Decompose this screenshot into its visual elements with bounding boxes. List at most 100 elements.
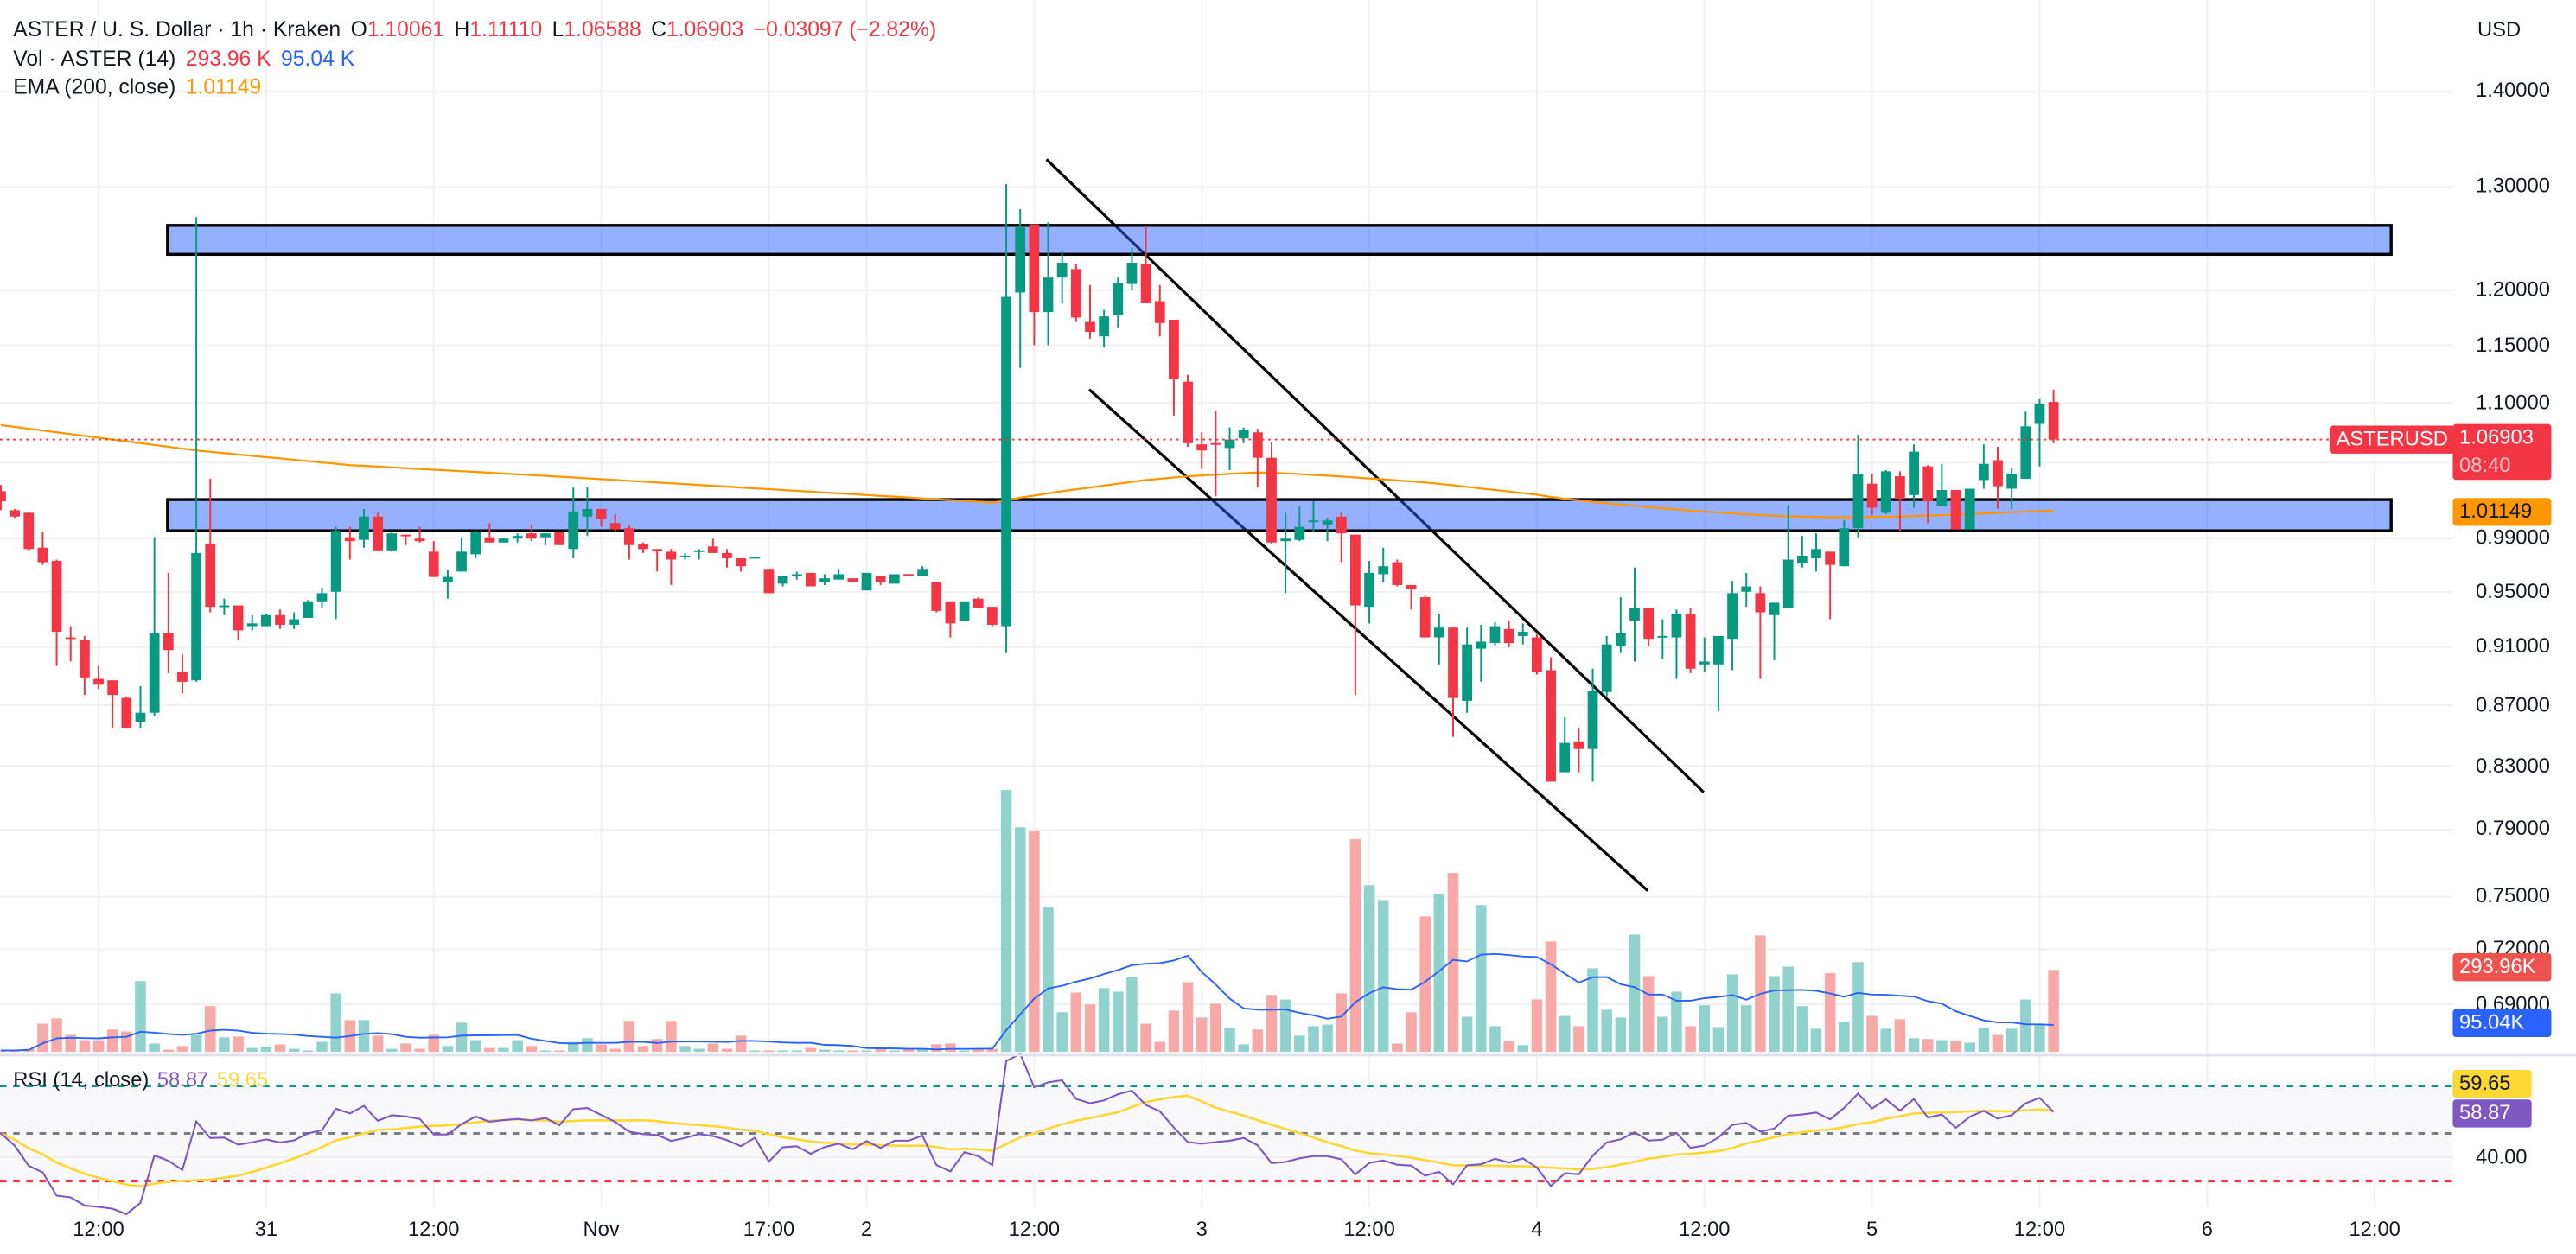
candle xyxy=(889,574,900,584)
candle xyxy=(1713,635,1724,711)
volume-bar xyxy=(553,1050,565,1053)
volume-bar xyxy=(1098,988,1110,1053)
candle xyxy=(1796,536,1808,568)
support-zone[interactable] xyxy=(166,498,2393,532)
candle xyxy=(149,537,160,716)
candle-body xyxy=(177,672,188,682)
volume-bar xyxy=(1196,1017,1208,1053)
candle-body xyxy=(37,547,48,563)
rsi-ma-tag: 59.65 xyxy=(2452,1070,2532,1098)
bar-countdown: 08:40 xyxy=(2459,453,2511,477)
volume-bar xyxy=(568,1041,579,1053)
candle-body xyxy=(736,557,747,567)
candle xyxy=(1839,520,1850,567)
symbol-title[interactable]: ASTER / U. S. Dollar · 1h · Kraken xyxy=(13,16,341,41)
candle xyxy=(540,533,551,545)
support-resistance-zones[interactable] xyxy=(166,224,2393,532)
trend-lines[interactable] xyxy=(1045,158,1705,892)
volume-bar xyxy=(902,1048,915,1053)
candle-body xyxy=(777,576,788,584)
high-label: H xyxy=(454,16,470,41)
volume-bar xyxy=(721,1048,733,1053)
candle xyxy=(1922,465,1934,524)
volume-bar xyxy=(386,1048,398,1053)
candle-body xyxy=(526,533,537,539)
candle xyxy=(1950,489,1961,530)
candle-body xyxy=(679,555,691,557)
candle-body xyxy=(456,551,467,572)
candle-body xyxy=(289,619,300,625)
trend-line-lower[interactable] xyxy=(1087,388,1649,892)
candle xyxy=(37,532,48,565)
candle-body xyxy=(1294,526,1305,540)
candle xyxy=(609,513,621,532)
candle-body xyxy=(1322,520,1333,525)
candle-body xyxy=(93,678,104,685)
candle-body xyxy=(498,538,509,543)
candle xyxy=(987,607,998,627)
volume-bar xyxy=(1154,1041,1166,1053)
candle-body xyxy=(1880,471,1891,513)
candle xyxy=(51,559,62,666)
candle-body xyxy=(23,512,35,550)
candle xyxy=(1993,446,2003,509)
currency-label[interactable]: USD xyxy=(2477,17,2522,41)
candle xyxy=(79,635,90,696)
candle xyxy=(1671,609,1682,679)
ema-indicator-label[interactable]: EMA (200, close) xyxy=(13,73,176,99)
resistance-zone[interactable] xyxy=(166,224,2393,257)
candle xyxy=(1546,657,1556,782)
close-label: C xyxy=(651,16,666,41)
candle xyxy=(1294,506,1305,542)
volume-bar xyxy=(1866,1015,1878,1053)
candle-body xyxy=(1196,444,1208,451)
volume-bar xyxy=(889,1050,901,1053)
volume-bar xyxy=(260,1047,272,1053)
symbol-price-tag: ASTERUSD xyxy=(2329,425,2455,454)
candle-body xyxy=(1811,549,1821,558)
volume-bar xyxy=(1070,992,1082,1053)
candle xyxy=(373,512,384,551)
candle xyxy=(526,525,537,542)
candle xyxy=(861,572,872,591)
volume-bar xyxy=(1712,1027,1725,1053)
volume-bar xyxy=(1615,1017,1627,1053)
candle xyxy=(498,538,509,543)
volume-bar xyxy=(945,1043,956,1053)
volume-bar xyxy=(1014,827,1026,1053)
candle xyxy=(806,572,816,587)
candle-body xyxy=(470,532,481,555)
volume-indicator-label[interactable]: Vol · ASTER (14) xyxy=(13,45,176,70)
candle-body xyxy=(1308,520,1319,523)
candle xyxy=(233,605,244,640)
volume-bar xyxy=(1433,894,1445,1053)
candle xyxy=(722,549,732,568)
time-axis-label: 17:00 xyxy=(743,1218,795,1241)
candle xyxy=(1433,614,1444,665)
candle-body xyxy=(1922,466,1934,502)
volume-bar xyxy=(400,1043,411,1053)
volume-bar xyxy=(246,1047,258,1053)
candle xyxy=(107,680,118,729)
candle-body xyxy=(1727,593,1738,640)
candle-body xyxy=(191,552,202,681)
candle xyxy=(1308,501,1319,532)
volume-bar xyxy=(1642,976,1655,1053)
candle xyxy=(582,487,593,537)
volume-bar xyxy=(469,1040,481,1053)
volume-bar xyxy=(51,1018,62,1053)
volume-bar xyxy=(931,1044,942,1053)
candle xyxy=(1964,488,1975,530)
candle-body xyxy=(959,601,970,621)
candle-body xyxy=(568,511,579,550)
candle-body xyxy=(833,574,845,580)
volume-bar xyxy=(832,1050,845,1053)
rsi-indicator-label[interactable]: RSI (14, close) xyxy=(13,1068,150,1092)
trend-line-upper[interactable] xyxy=(1045,158,1705,793)
volume-bar xyxy=(1503,1041,1514,1053)
candle xyxy=(316,588,328,608)
volume-bar xyxy=(1043,907,1054,1053)
candle-body xyxy=(2006,474,2018,489)
